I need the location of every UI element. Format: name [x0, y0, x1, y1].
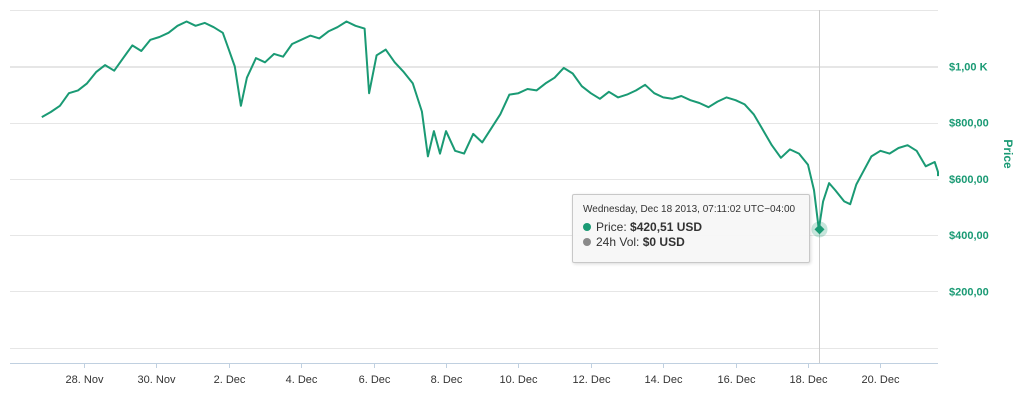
x-tick-label: 18. Dec: [790, 374, 828, 386]
x-tick-label: 14. Dec: [645, 374, 683, 386]
x-tick-label: 16. Dec: [718, 374, 756, 386]
price-series-line: [41, 20, 939, 231]
tooltip-volume-label: 24h Vol:: [596, 235, 643, 249]
y-tick-label: $600,00: [949, 174, 989, 186]
y-axis-title: Price: [1001, 139, 1015, 169]
x-tick-label: 6. Dec: [359, 374, 391, 386]
x-tick-label: 10. Dec: [500, 374, 538, 386]
x-tick-label: 8. Dec: [431, 374, 463, 386]
volume-series-marker-icon: [583, 238, 591, 246]
x-tick-label: 30. Nov: [138, 374, 176, 386]
tooltip-volume-row: 24h Vol: $0 USD: [583, 235, 799, 250]
y-tick-label: $1,00 K: [949, 62, 988, 74]
tooltip-price-row: Price: $420,51 USD: [583, 220, 799, 235]
y-tick-label: $800,00: [949, 118, 989, 130]
x-tick-label: 4. Dec: [286, 374, 318, 386]
y-tick-label: $400,00: [949, 230, 989, 242]
tooltip-price-value: $420,51 USD: [630, 220, 703, 234]
hover-tooltip: Wednesday, Dec 18 2013, 07:11:02 UTC−04:…: [572, 194, 810, 263]
x-tick-label: 12. Dec: [573, 374, 611, 386]
x-tick-label: 28. Nov: [66, 374, 104, 386]
x-tick-label: 20. Dec: [862, 374, 900, 386]
x-tick-label: 2. Dec: [214, 374, 246, 386]
tooltip-price-label: Price:: [596, 220, 631, 234]
tooltip-volume-value: $0 USD: [642, 235, 685, 249]
hover-marker-point: [814, 224, 825, 235]
price-series-marker-icon: [583, 223, 591, 231]
y-tick-label: $200,00: [949, 286, 989, 298]
tooltip-timestamp: Wednesday, Dec 18 2013, 07:11:02 UTC−04:…: [583, 204, 796, 215]
